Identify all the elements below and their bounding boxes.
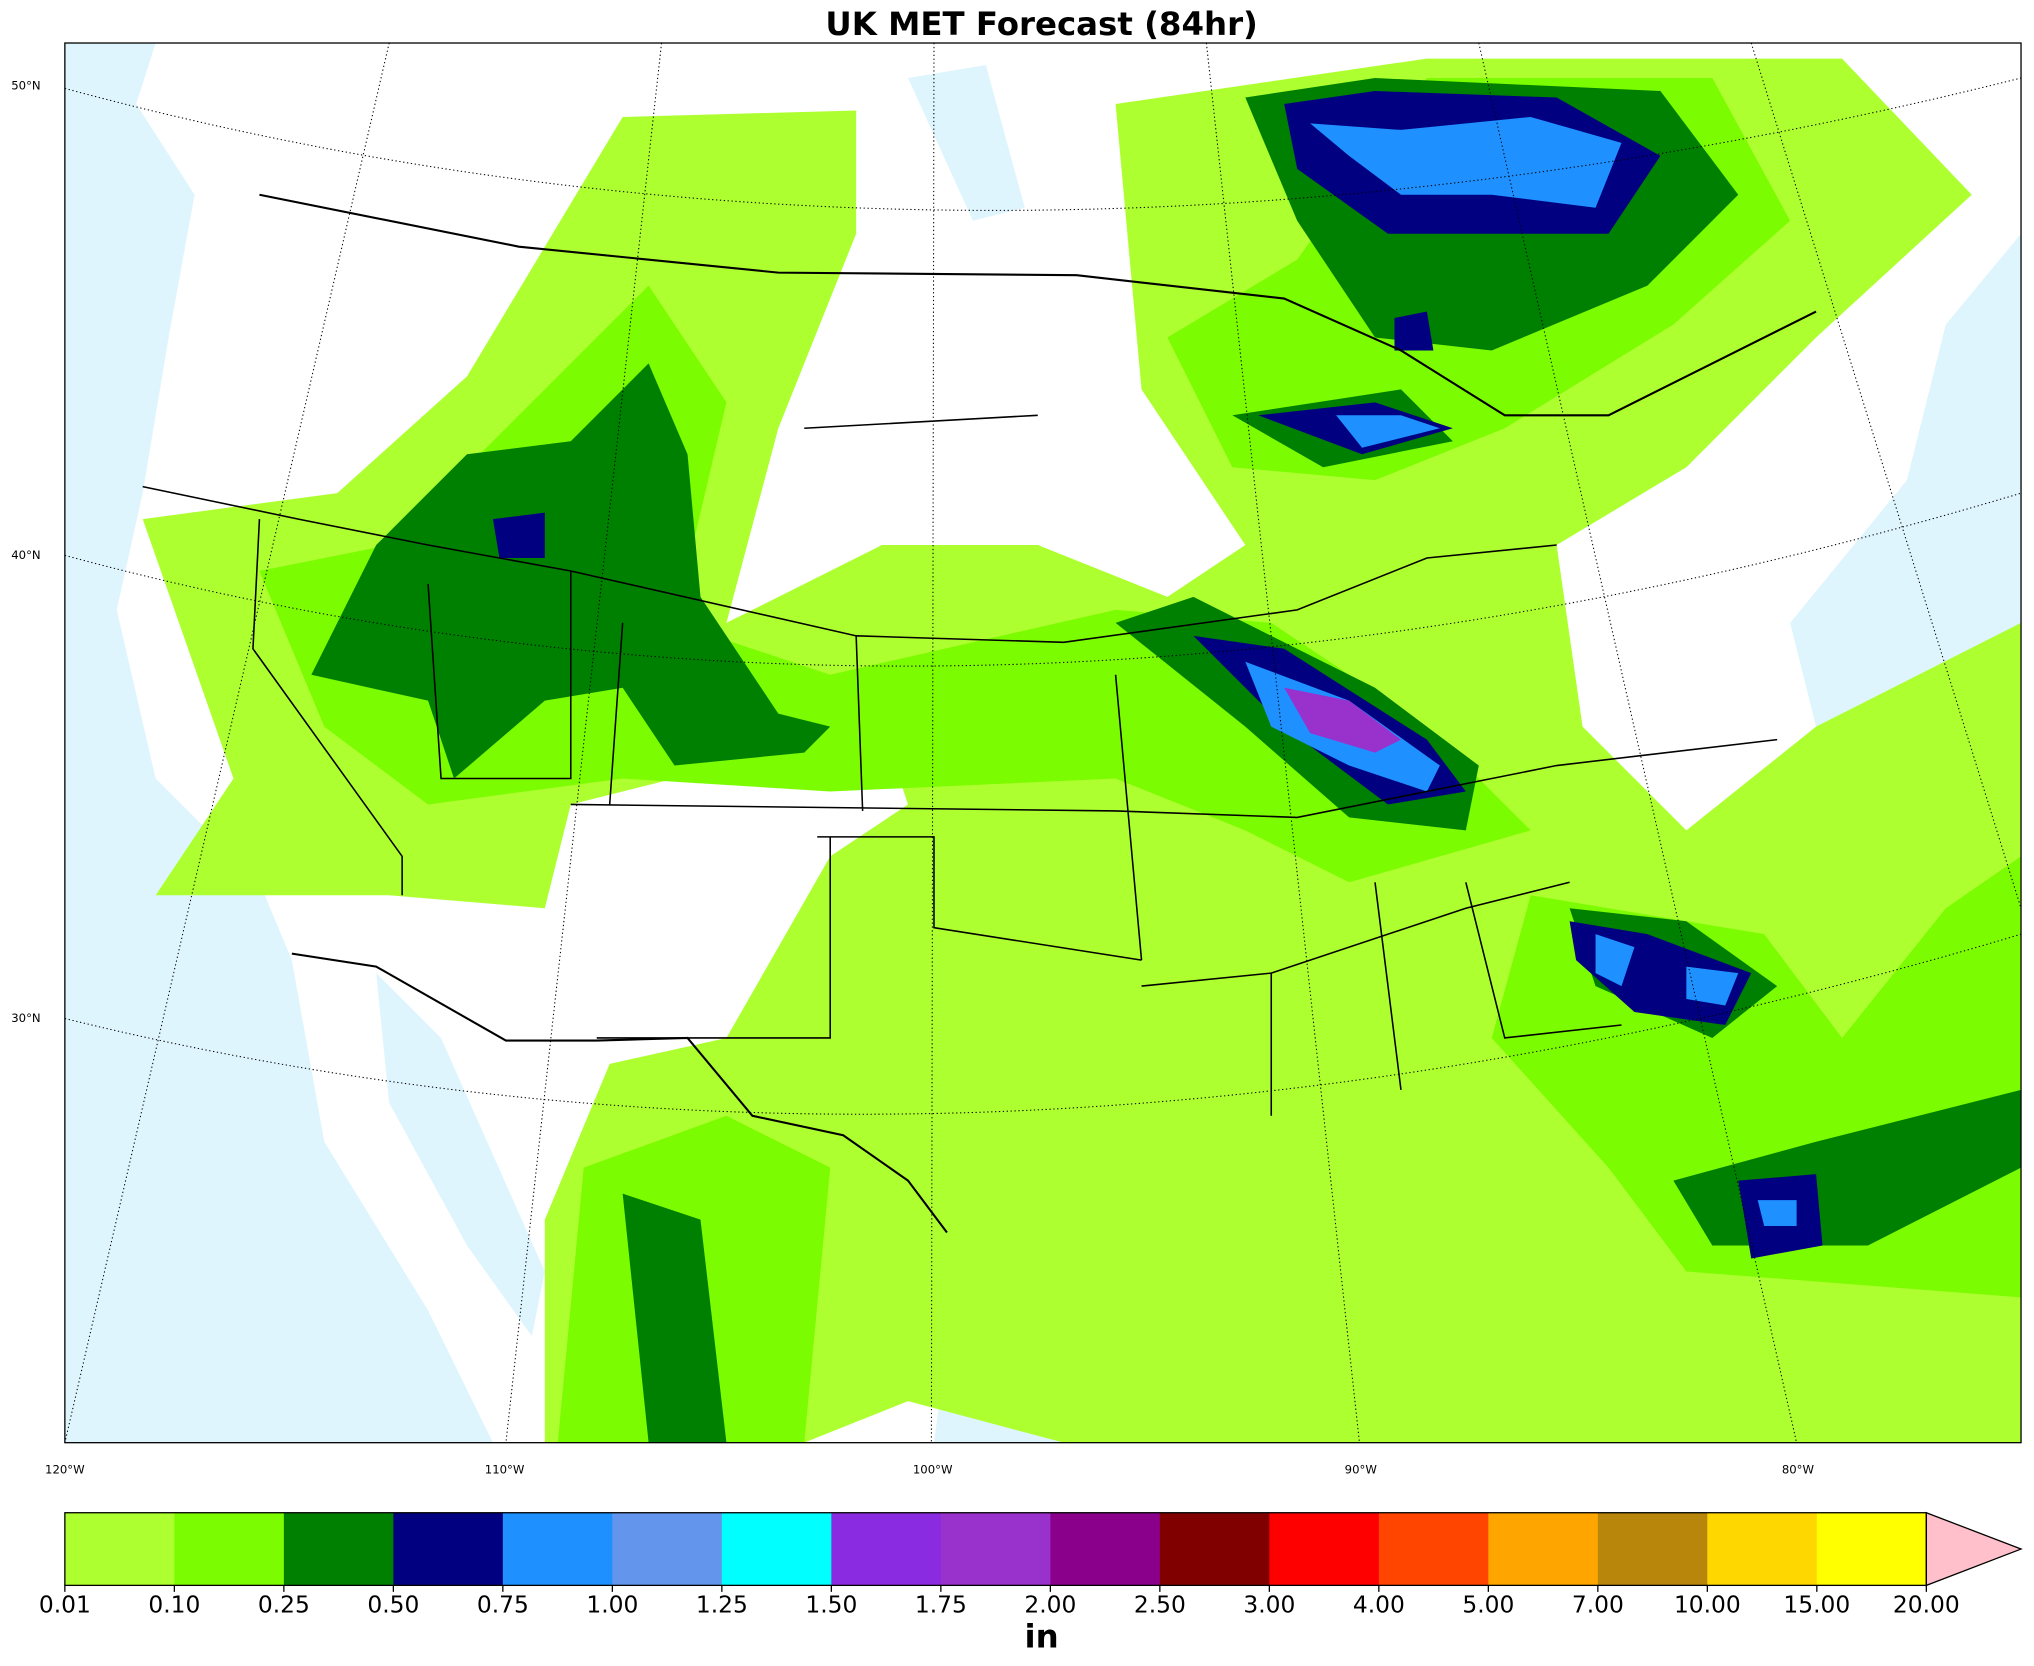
graticule — [64, 42, 2022, 1443]
colorbar-bin — [1378, 1512, 1489, 1586]
lon-label: 80°W — [1782, 1462, 1815, 1476]
colorbar-tick-label: 10.00 — [1674, 1591, 1741, 1619]
colorbar-tick-label: 1.50 — [805, 1591, 857, 1619]
lon-label: 110°W — [485, 1462, 525, 1476]
colorbar-tick-label: 4.00 — [1353, 1591, 1405, 1619]
colorbar-tick-label: 0.10 — [148, 1591, 200, 1619]
colorbar-bin — [502, 1512, 614, 1586]
colorbar-frame — [64, 1512, 1927, 1587]
colorbar-tick-label: 3.00 — [1243, 1591, 1295, 1619]
colorbar: 0.01 0.10 0.25 0.50 0.75 1.00 1.25 1.50 1.75 2.00… — [39, 1511, 2023, 1619]
map-title: UK MET Forecast (84hr) — [825, 5, 1257, 43]
lon-label: 90°W — [1345, 1462, 1378, 1476]
colorbar-tick-label: 7.00 — [1572, 1591, 1624, 1619]
colorbar-bin — [1707, 1512, 1818, 1586]
lat-lon-labels: 50°N 40°N 30°N 120°W 110°W 100°W 90°W 80… — [11, 78, 1814, 1476]
colorbar-bin — [940, 1512, 1051, 1586]
lat-label: 50°N — [11, 78, 40, 92]
precipitation — [142, 58, 2022, 1443]
state-lines — [142, 414, 1778, 1116]
colorbar-bin — [64, 1512, 176, 1586]
pacific-ocean — [64, 43, 493, 1443]
colorbar-label: in — [1025, 1618, 1059, 1656]
colorbar-bin — [721, 1512, 832, 1586]
colorbar-tick-label: 0.75 — [477, 1591, 529, 1619]
map-area — [64, 42, 2022, 1444]
map-frame — [64, 42, 2022, 1444]
colorbar-bin — [1050, 1512, 1161, 1586]
colorbar-tick-label: 20.00 — [1893, 1591, 1960, 1619]
colorbar-tick-label: 0.50 — [367, 1591, 419, 1619]
precip-max — [1284, 687, 1401, 753]
colorbar-bin — [1597, 1512, 1708, 1586]
lon-label: 120°W — [45, 1462, 85, 1476]
colorbar-tick-label: 15.00 — [1783, 1591, 1850, 1619]
colorbar-bin — [283, 1512, 395, 1586]
colorbar-bin — [393, 1512, 504, 1586]
colorbar-bin — [831, 1512, 942, 1586]
colorbar-tick-label: 1.75 — [915, 1591, 967, 1619]
colorbar-tick-label: 1.25 — [696, 1591, 748, 1619]
gulf-of-california — [376, 973, 545, 1337]
lat-label: 30°N — [11, 1011, 40, 1025]
lat-label: 40°N — [11, 548, 40, 562]
borders — [142, 193, 1817, 1234]
colorbar-tick-label: 1.00 — [586, 1591, 638, 1619]
colorbar-bin — [1159, 1512, 1270, 1586]
colorbar-bin — [1488, 1512, 1599, 1586]
colorbar-extend — [1925, 1511, 2023, 1587]
colorbar-tick-label: 5.00 — [1462, 1591, 1514, 1619]
colorbar-bin — [1269, 1512, 1380, 1586]
colorbar-bin — [174, 1512, 285, 1586]
colorbar-tick-label: 0.25 — [258, 1591, 310, 1619]
colorbar-bin — [612, 1512, 723, 1586]
lakes — [908, 65, 1557, 571]
colorbar-tick-label: 2.00 — [1024, 1591, 1076, 1619]
colorbar-tick-label: 0.01 — [39, 1591, 91, 1619]
canada-border — [259, 193, 1817, 417]
colorbar-tick-label: 2.50 — [1134, 1591, 1186, 1619]
precip-moderate — [259, 78, 2022, 1443]
lon-label: 100°W — [913, 1462, 953, 1476]
colorbar-bin — [1816, 1512, 1927, 1586]
